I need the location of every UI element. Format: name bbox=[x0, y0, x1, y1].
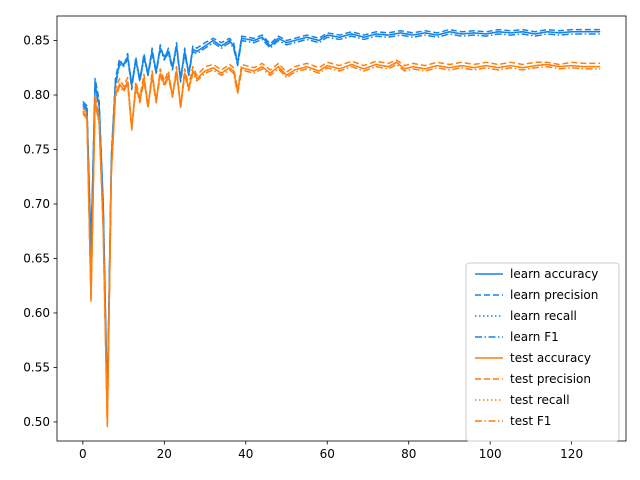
legend-label: test F1 bbox=[510, 414, 551, 428]
y-tick-label: 0.85 bbox=[23, 34, 50, 48]
legend-label: test precision bbox=[510, 372, 591, 386]
legend-label: test accuracy bbox=[510, 351, 591, 365]
legend-label: learn precision bbox=[510, 288, 598, 302]
series-line-learn-f1 bbox=[82, 33, 601, 407]
legend-label: learn recall bbox=[510, 309, 577, 323]
legend-label: learn F1 bbox=[510, 330, 559, 344]
x-tick-label: 40 bbox=[238, 447, 253, 461]
y-tick-label: 0.60 bbox=[23, 306, 50, 320]
y-tick-label: 0.50 bbox=[23, 415, 50, 429]
y-tick-label: 0.75 bbox=[23, 142, 50, 156]
y-tick-label: 0.55 bbox=[23, 360, 50, 374]
legend-box bbox=[465, 262, 620, 442]
x-tick-label: 80 bbox=[401, 447, 416, 461]
axes: 0 20 40 60 80 100 120 0.50 0.55 0.60 0.65 0.70 0.75 0… bbox=[23, 15, 627, 461]
y-tick-label: 0.80 bbox=[23, 88, 50, 102]
y-tick-label: 0.65 bbox=[23, 251, 50, 265]
legend: learn accuracy learn precision learn recal… bbox=[465, 262, 620, 442]
y-tick-label: 0.70 bbox=[23, 197, 50, 211]
series-line-test-f1 bbox=[82, 63, 601, 425]
x-tick-label: 60 bbox=[320, 447, 335, 461]
x-tick-label: 100 bbox=[479, 447, 502, 461]
x-tick-label: 20 bbox=[157, 447, 172, 461]
legend-label: test recall bbox=[510, 393, 570, 407]
x-tick-label: 0 bbox=[79, 447, 87, 461]
x-tick-label: 120 bbox=[560, 447, 583, 461]
plot-frame bbox=[56, 15, 627, 442]
series-layer bbox=[82, 28, 601, 429]
legend-label: learn accuracy bbox=[510, 267, 598, 281]
